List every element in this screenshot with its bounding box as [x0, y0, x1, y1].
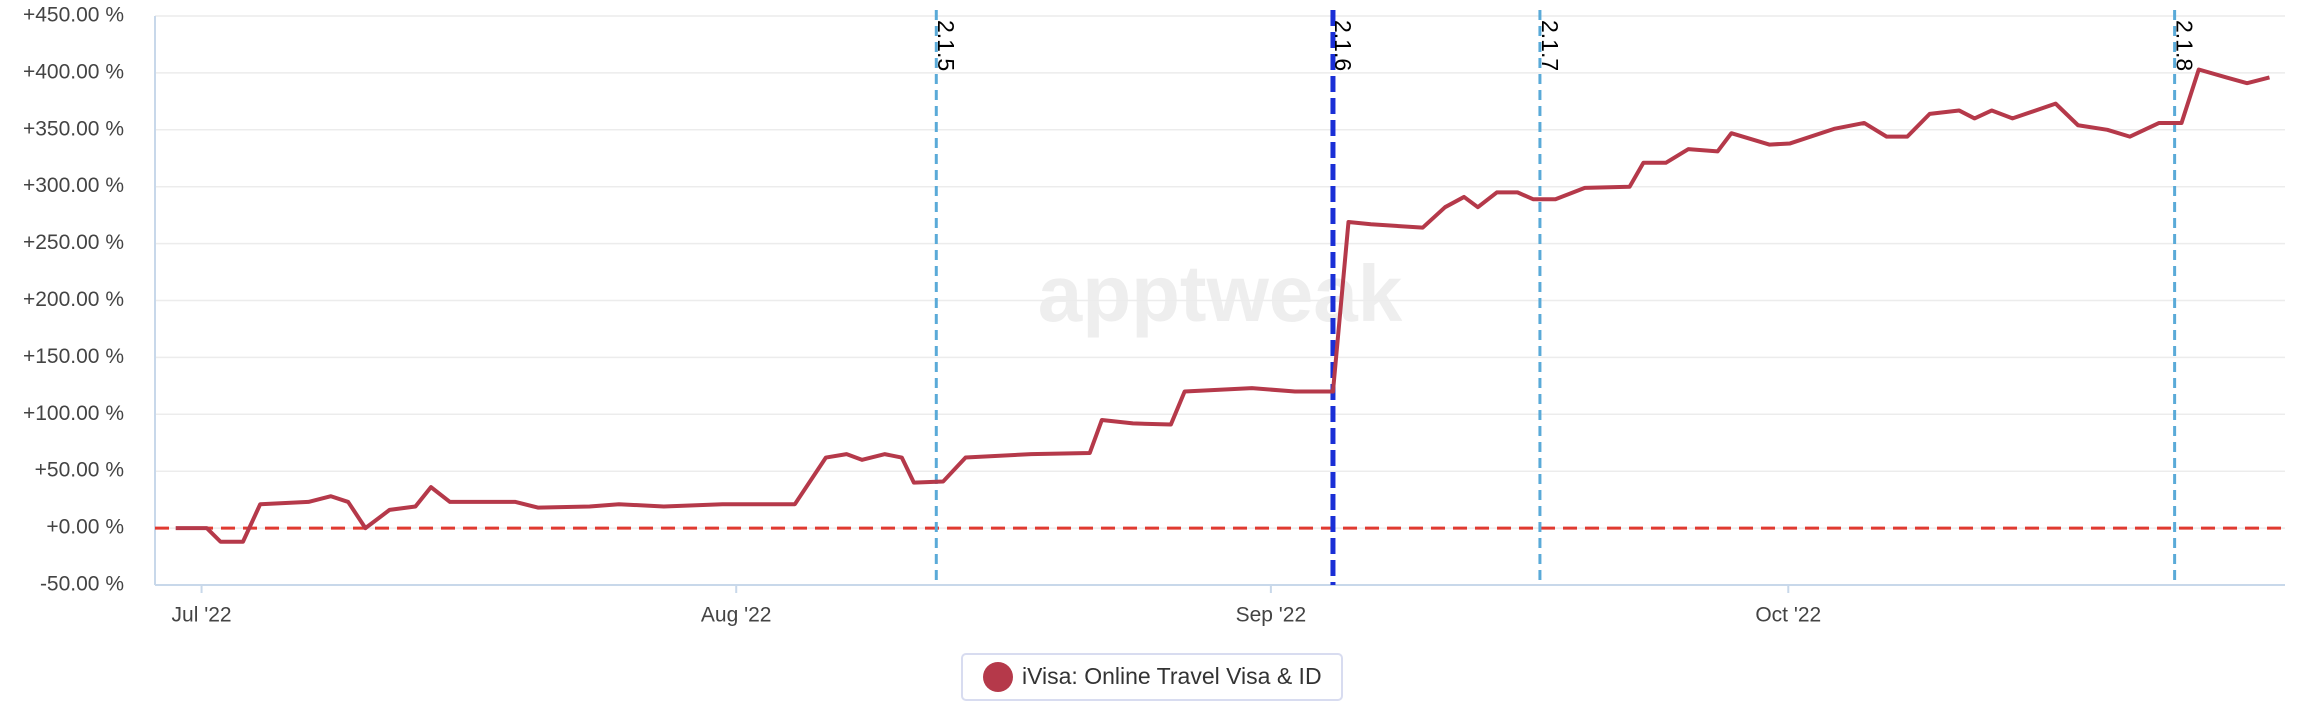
y-tick-label: +450.00 %	[23, 4, 124, 27]
y-tick-label: +50.00 %	[35, 459, 124, 482]
y-tick-label: +350.00 %	[23, 117, 124, 140]
legend: iVisa: Online Travel Visa & ID	[961, 653, 1343, 701]
release-label: 2.1.7	[1537, 20, 1563, 71]
y-tick-label: +100.00 %	[23, 402, 124, 425]
series-line	[175, 67, 2270, 544]
x-tick-label: Jul '22	[172, 604, 232, 627]
x-tick-label: Aug '22	[701, 604, 772, 627]
y-tick-label: +250.00 %	[23, 231, 124, 254]
legend-swatch	[983, 662, 1013, 692]
y-tick-label: +400.00 %	[23, 60, 124, 83]
release-label: 2.1.8	[2172, 20, 2198, 71]
legend-box	[961, 653, 1343, 701]
y-tick-label: +300.00 %	[23, 174, 124, 197]
y-tick-label: -50.00 %	[40, 573, 124, 596]
watermark: apptweak	[1038, 249, 1403, 338]
release-label: 2.1.6	[1330, 20, 1356, 71]
x-tick-label: Oct '22	[1755, 604, 1821, 627]
y-tick-label: +200.00 %	[23, 288, 124, 311]
release-label: 2.1.5	[933, 20, 959, 71]
y-tick-label: +150.00 %	[23, 345, 124, 368]
x-tick-label: Sep '22	[1236, 604, 1307, 627]
y-tick-label: +0.00 %	[46, 516, 124, 539]
legend-label: iVisa: Online Travel Visa & ID	[1022, 663, 1322, 689]
